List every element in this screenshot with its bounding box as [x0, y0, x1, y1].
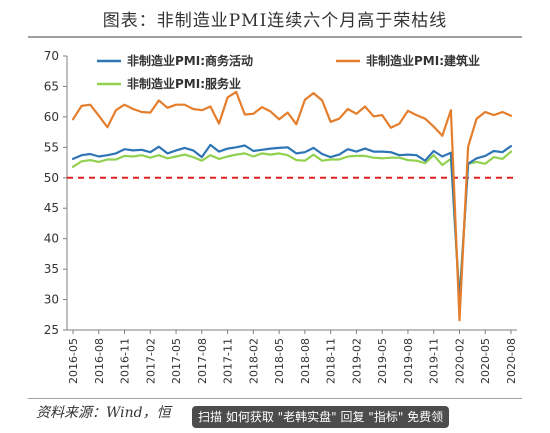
- source-rule: [28, 398, 522, 399]
- series-line-2: [71, 150, 513, 300]
- x-tick-label: 2017-02: [144, 338, 157, 384]
- x-tick-label: 2017-08: [196, 338, 209, 384]
- series-lines: [71, 90, 513, 322]
- x-tick-label: 2020-05: [479, 338, 492, 384]
- x-tick-label: 2019-05: [376, 338, 389, 384]
- watermark-banner: 扫描 如何获取 "老韩实盘" 回复 "指标" 免费领: [192, 406, 450, 428]
- legend-label: 非制造业PMI:商务活动: [127, 53, 253, 68]
- y-tick-label: 55: [44, 140, 59, 154]
- x-tick-label: 2020-08: [505, 338, 518, 384]
- legend-label: 非制造业PMI:建筑业: [366, 53, 480, 68]
- x-tick-label: 2020-02: [453, 338, 466, 384]
- legend-label: 非制造业PMI:服务业: [127, 76, 241, 91]
- x-tick-label: 2018-08: [299, 338, 312, 384]
- title-rule: [28, 36, 522, 38]
- x-tick-label: 2017-05: [170, 338, 183, 384]
- y-tick-label: 60: [44, 110, 59, 124]
- x-tick-label: 2017-11: [222, 338, 235, 384]
- x-tick-label: 2018-05: [273, 338, 286, 384]
- x-tick-label: 2019-11: [428, 338, 441, 384]
- axes: 25 30 35 40 45 50 55 60 65 70 2016-05 2016-08 2016-1…: [44, 49, 518, 384]
- series-line-0: [71, 143, 513, 304]
- x-tick-label: 2016-05: [67, 338, 80, 384]
- x-tick-label: 2018-11: [325, 338, 338, 384]
- y-tick-label: 35: [44, 262, 59, 276]
- y-tick-label: 25: [44, 323, 59, 337]
- y-tick-label: 50: [44, 171, 59, 185]
- y-tick-label: 65: [44, 79, 59, 93]
- x-tick-label: 2019-02: [350, 338, 363, 384]
- series-line-1: [71, 90, 513, 322]
- y-tick-label: 30: [44, 293, 59, 307]
- y-tick-label: 40: [44, 232, 59, 246]
- x-tick-label: 2016-08: [93, 338, 106, 384]
- chart-title: 图表：非制造业PMI连续六个月高于荣枯线: [102, 11, 448, 31]
- y-tick-label: 45: [44, 201, 59, 215]
- x-tick-label: 2016-11: [119, 338, 132, 384]
- source-note: 资料来源：Wind，恒: [36, 405, 171, 421]
- x-tick-label: 2019-08: [402, 338, 415, 384]
- x-tick-label: 2018-02: [247, 338, 260, 384]
- y-tick-label: 70: [44, 49, 59, 63]
